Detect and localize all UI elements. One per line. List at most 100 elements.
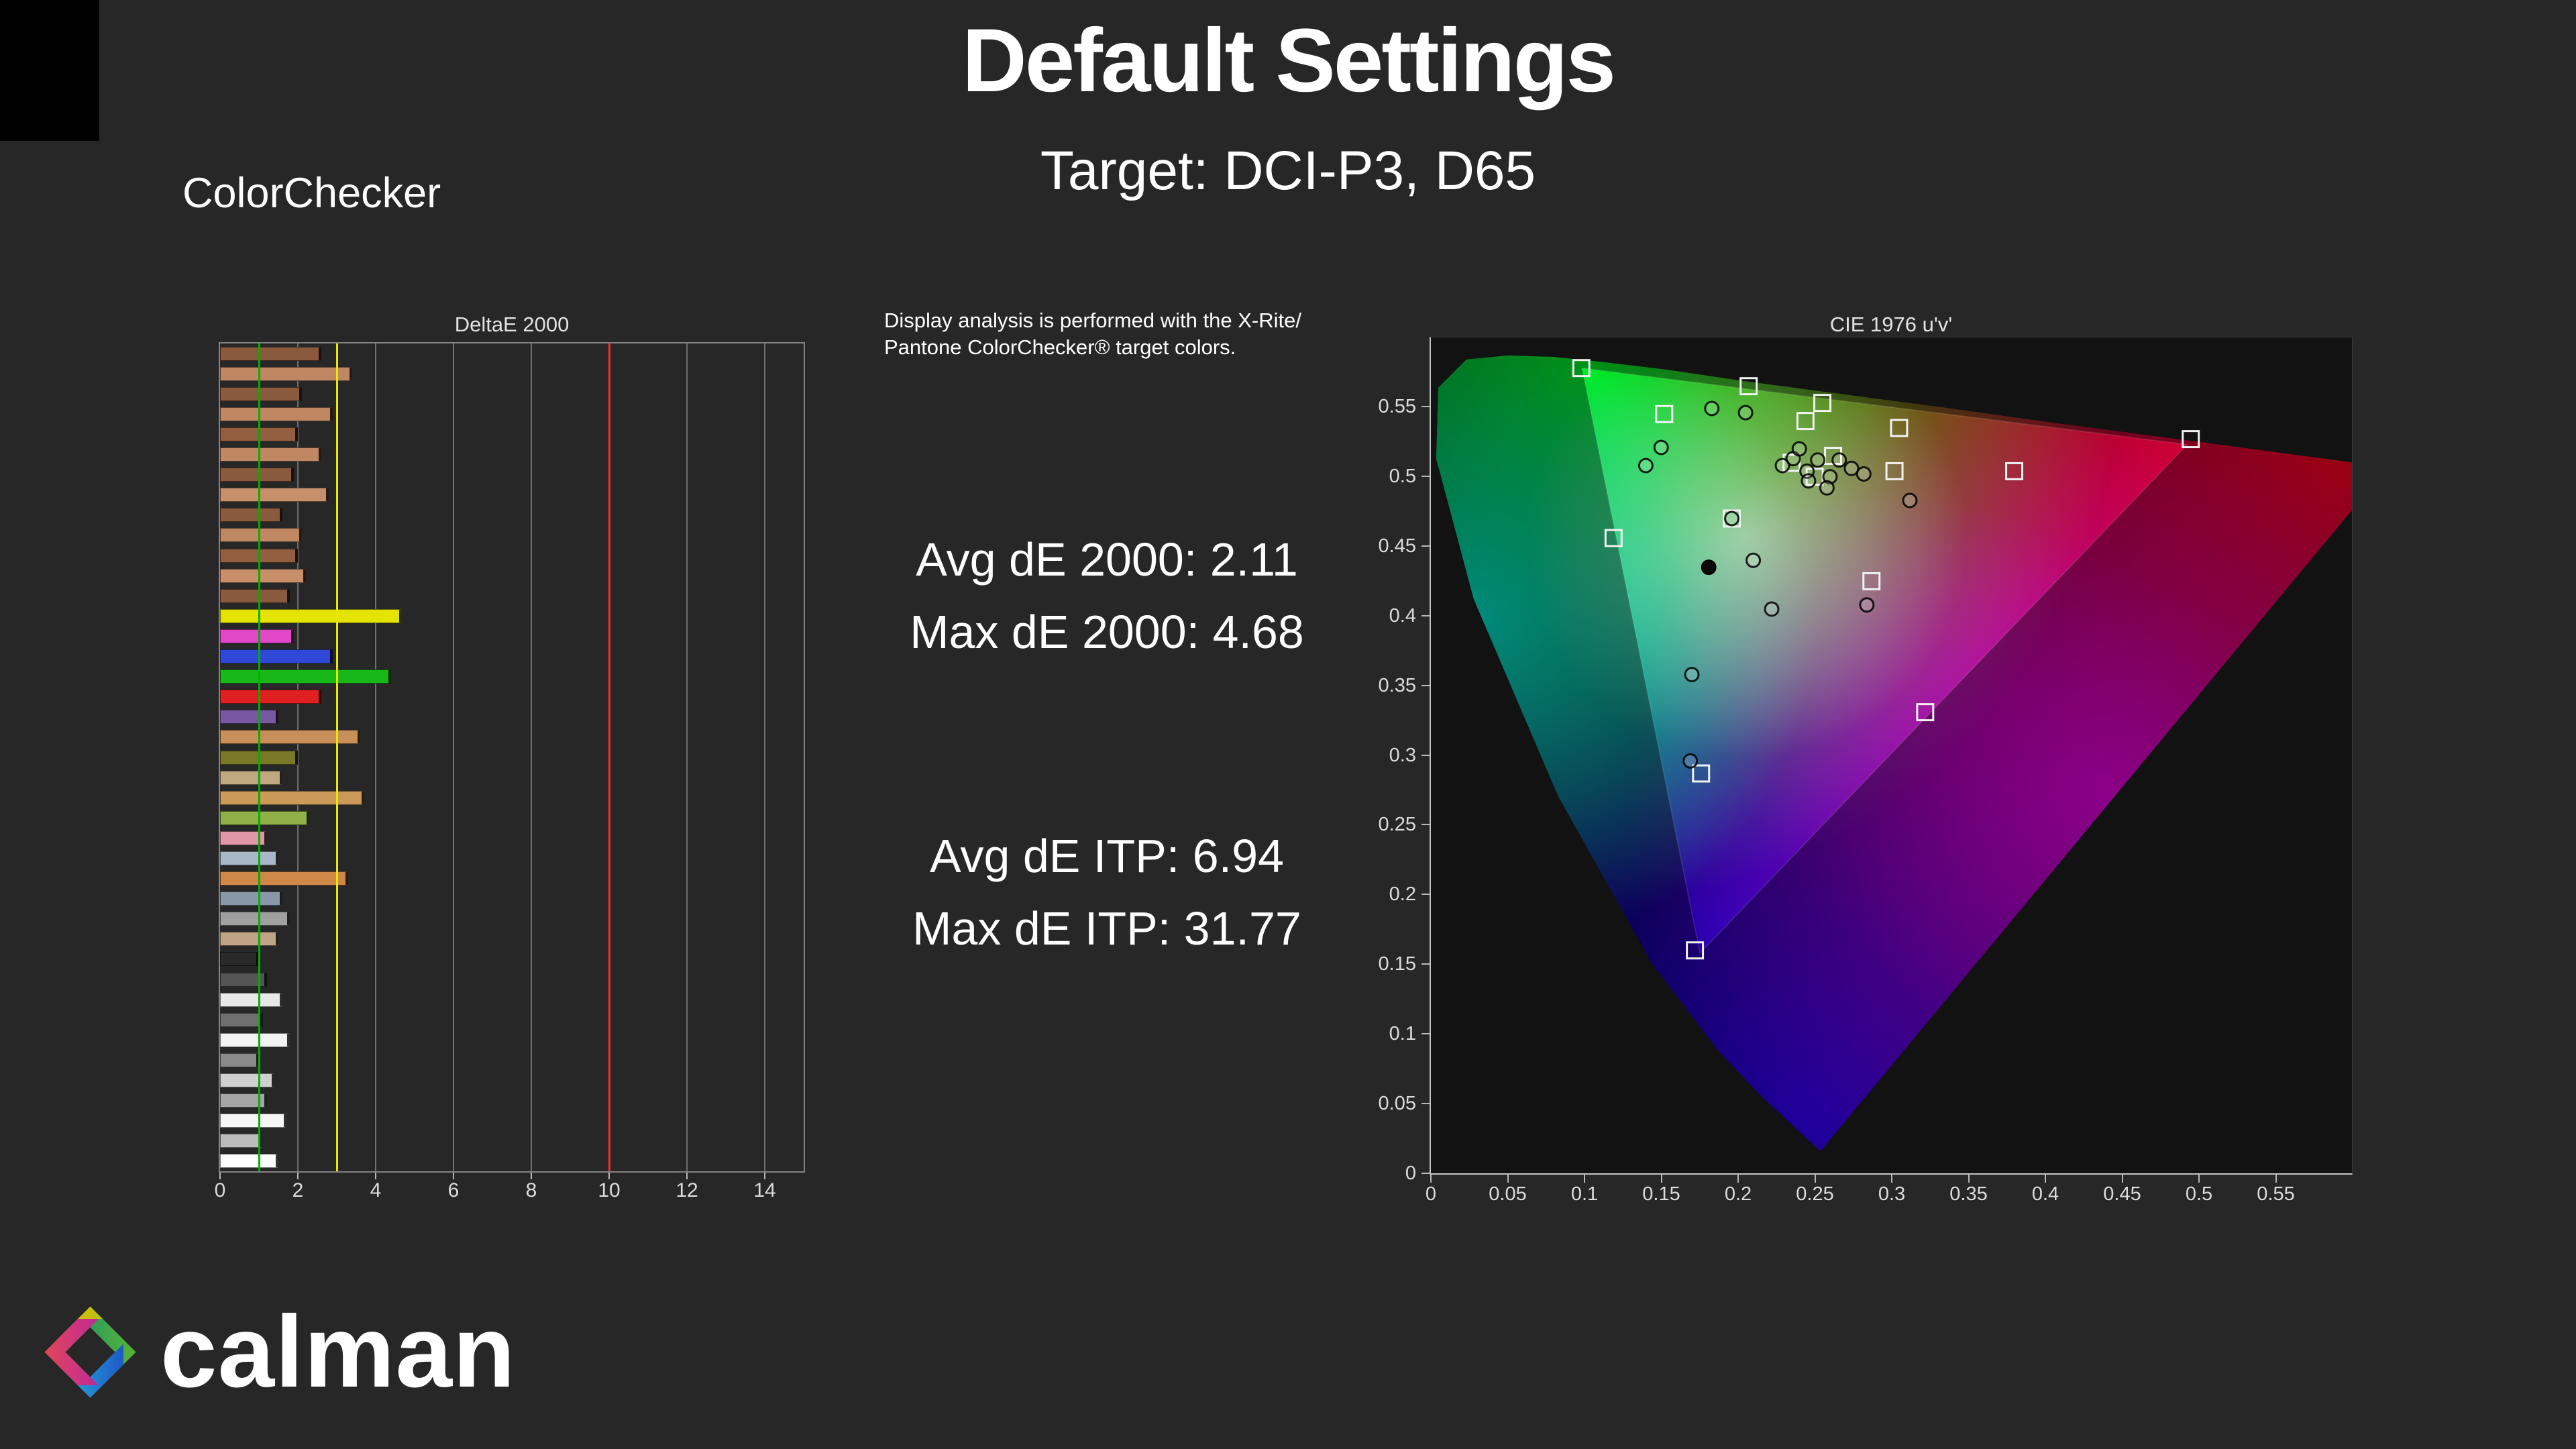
deltae-bar xyxy=(220,992,282,1007)
deltae-x-tick-label: 8 xyxy=(525,1179,537,1201)
deltae-bar xyxy=(220,892,282,906)
cie-y-tick xyxy=(1421,894,1430,896)
cie-y-tick xyxy=(1421,475,1430,477)
screen-corner xyxy=(0,0,99,141)
cie-measured-marker xyxy=(1764,601,1780,617)
deltae-bar xyxy=(220,972,267,987)
deltae-bar xyxy=(220,770,282,785)
cie-y-tick-label: 0.3 xyxy=(1389,744,1416,766)
cie-target-marker xyxy=(1723,509,1741,528)
deltae-bar xyxy=(220,468,294,482)
deltae-bar xyxy=(220,1093,267,1108)
cie-measured-marker xyxy=(1843,460,1860,476)
cie-target-marker xyxy=(2005,462,2024,480)
cie-target-marker xyxy=(1916,703,1935,722)
deltae-bar xyxy=(220,830,267,845)
cie-x-tick-label: 0.55 xyxy=(2257,1183,2295,1205)
gamut-triangle xyxy=(1581,367,2189,955)
gamut-outside-dim xyxy=(1436,355,2352,1152)
cie-x-tick-label: 0 xyxy=(1425,1183,1437,1205)
cie-target-marker xyxy=(1604,529,1623,547)
deltae-bar xyxy=(220,851,278,865)
cie-x-tick-label: 0.4 xyxy=(2031,1183,2059,1205)
deltae-bar xyxy=(220,1134,263,1148)
cie-x-tick xyxy=(1891,1175,1892,1183)
cie-y-tick xyxy=(1421,754,1430,756)
cie-measured-marker xyxy=(1684,667,1700,683)
calman-logo: calman xyxy=(35,1293,516,1411)
deltae-gridline xyxy=(764,343,765,1171)
deltae-bar xyxy=(220,386,302,401)
cie-measured-marker xyxy=(1682,753,1699,769)
cie-target-marker xyxy=(1739,377,1758,396)
cie-y-tick xyxy=(1421,405,1430,407)
cie-y-tick xyxy=(1421,824,1430,826)
deltae-reference-line xyxy=(258,343,260,1171)
cie-markers xyxy=(1572,359,2200,960)
max-deitp: Max dE ITP: 31.77 xyxy=(912,902,1301,955)
cie-x-tick-label: 0.25 xyxy=(1796,1183,1834,1205)
cie-y-tick xyxy=(1421,1033,1430,1035)
deltae-bar xyxy=(220,1114,286,1128)
deltae-gridline xyxy=(375,343,376,1171)
calman-logo-text: calman xyxy=(160,1295,516,1409)
deltae-x-tick xyxy=(531,1173,532,1179)
cie-target-marker xyxy=(1782,453,1801,472)
cie-measured-marker xyxy=(1810,452,1826,468)
deltae-reference-line xyxy=(335,343,338,1171)
deltae-x-tick xyxy=(764,1173,765,1179)
deltae-bar xyxy=(220,690,321,704)
deltae-x-tick-label: 2 xyxy=(292,1179,304,1201)
cie-x-tick-label: 0.2 xyxy=(1724,1183,1752,1205)
cie-target-marker xyxy=(1813,394,1831,413)
deltae-bar xyxy=(220,1012,263,1027)
deltae-gridline xyxy=(453,343,454,1171)
deltae-bar xyxy=(220,790,364,805)
deltae-bar xyxy=(220,528,302,543)
cie-measured-marker xyxy=(1737,405,1754,421)
deltae-bar xyxy=(220,447,321,462)
deltae-x-tick-label: 14 xyxy=(753,1179,776,1201)
cie-y-tick-label: 0.5 xyxy=(1389,465,1416,487)
cie-diagram xyxy=(1436,355,2352,1152)
cie-measured-marker xyxy=(1774,458,1790,474)
cie-y-tick xyxy=(1421,614,1430,616)
cie-y-tick-label: 0.05 xyxy=(1378,1093,1416,1115)
deltae-bar xyxy=(220,346,321,361)
deltae-bar xyxy=(220,1053,259,1067)
deltae-bar xyxy=(220,730,360,745)
cie-target-marker xyxy=(1862,572,1881,590)
deltae-bar xyxy=(220,952,259,967)
cie-x-tick xyxy=(2275,1175,2277,1183)
page-subtitle: Target: DCI-P3, D65 xyxy=(1040,140,1536,201)
deltae-bar xyxy=(220,669,392,684)
deltae-x-tick xyxy=(219,1173,221,1179)
deltae-gridline xyxy=(531,343,532,1171)
cie-y-tick-label: 0.2 xyxy=(1389,883,1416,906)
cie-measured-marker xyxy=(1902,492,1918,508)
cie-target-marker xyxy=(1572,359,1591,378)
deltae-bar xyxy=(220,568,306,583)
cie-x-tick-label: 0.15 xyxy=(1642,1183,1680,1205)
deltae-bar xyxy=(220,710,278,724)
deltae-bar xyxy=(220,366,353,381)
cie-measured-marker xyxy=(1638,458,1654,474)
deltae-bar xyxy=(220,810,310,825)
deltae-bar xyxy=(220,407,333,421)
cie-measured-marker xyxy=(1653,439,1669,455)
deltae-x-tick xyxy=(453,1173,454,1179)
deitp-stats: Avg dE ITP: 6.94 Max dE ITP: 31.77 xyxy=(852,820,1362,965)
cie-target-marker xyxy=(1885,462,1904,480)
deltae-bar xyxy=(220,588,290,603)
cie-x-tick xyxy=(1660,1175,1662,1183)
deltae-bar xyxy=(220,912,290,926)
cie-y-tick-label: 0.45 xyxy=(1378,535,1416,557)
cie-measured-marker xyxy=(1856,466,1872,482)
deltae-bar xyxy=(220,629,294,643)
cie-x-tick-label: 0.3 xyxy=(1878,1183,1906,1205)
cie-measured-marker xyxy=(1819,480,1835,496)
cie-x-tick-label: 0.1 xyxy=(1570,1183,1599,1205)
cie-x-tick xyxy=(1584,1175,1585,1183)
deltae-chart-title: DeltaE 2000 xyxy=(454,313,570,336)
max-de2000: Max dE 2000: 4.68 xyxy=(910,606,1304,658)
